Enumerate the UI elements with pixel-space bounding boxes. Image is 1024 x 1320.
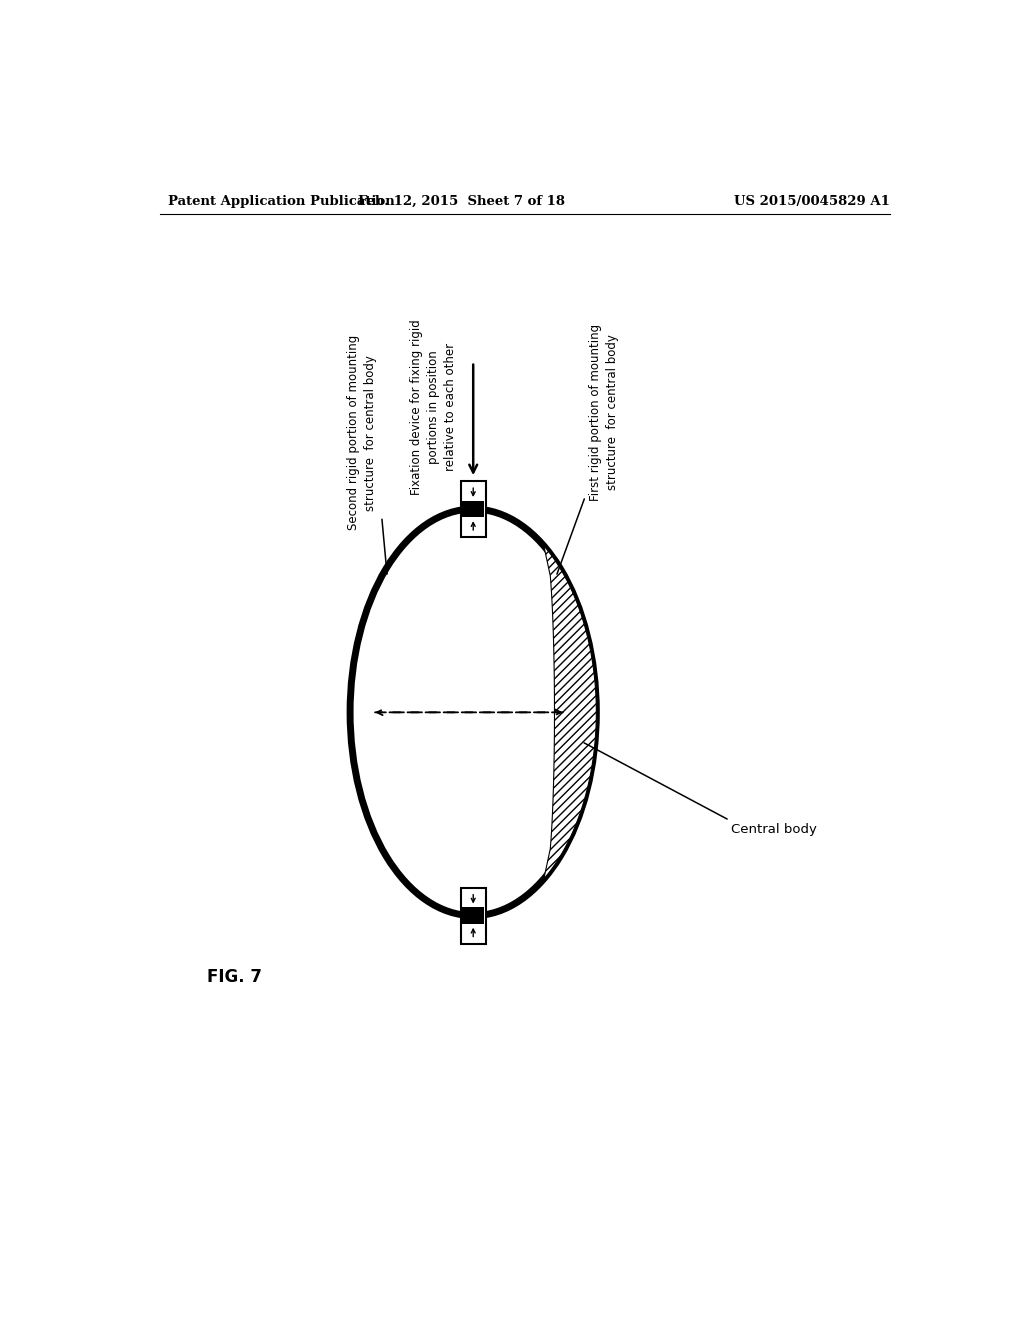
Polygon shape bbox=[544, 546, 596, 879]
Text: First rigid portion of mounting
structure  for central body: First rigid portion of mounting structur… bbox=[589, 323, 620, 502]
Text: Feb. 12, 2015  Sheet 7 of 18: Feb. 12, 2015 Sheet 7 of 18 bbox=[357, 194, 565, 207]
Text: Central body: Central body bbox=[731, 822, 817, 836]
Text: Patent Application Publication: Patent Application Publication bbox=[168, 194, 394, 207]
Text: US 2015/0045829 A1: US 2015/0045829 A1 bbox=[734, 194, 890, 207]
Text: Fixation device for fixing rigid
portions in position
relative to each other: Fixation device for fixing rigid portion… bbox=[410, 319, 457, 495]
Text: FIG. 7: FIG. 7 bbox=[207, 968, 262, 986]
FancyBboxPatch shape bbox=[462, 500, 484, 517]
FancyBboxPatch shape bbox=[461, 480, 486, 537]
FancyBboxPatch shape bbox=[461, 887, 486, 944]
FancyBboxPatch shape bbox=[462, 907, 484, 924]
Text: Second rigid portion of mounting
structure  for central body: Second rigid portion of mounting structu… bbox=[347, 335, 377, 531]
